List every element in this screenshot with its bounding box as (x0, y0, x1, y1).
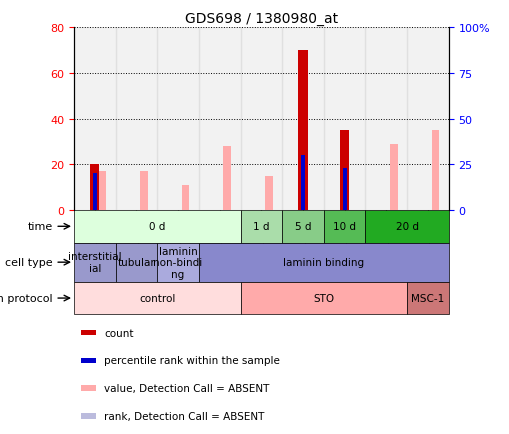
Bar (342, 168, 346, 210)
Bar (240, 28, 281, 210)
Bar (116, 243, 157, 282)
Text: count: count (104, 328, 133, 338)
Bar (365, 210, 448, 243)
Bar (431, 131, 438, 210)
Bar (406, 28, 448, 210)
Title: GDS698 / 1380980_at: GDS698 / 1380980_at (184, 12, 337, 26)
Bar (93, 174, 97, 210)
Bar (140, 172, 148, 210)
Text: growth protocol: growth protocol (0, 293, 53, 303)
Bar (74, 282, 240, 315)
Bar (157, 243, 199, 282)
Text: tubular: tubular (117, 258, 155, 267)
Text: rank, Detection Call = ABSENT: rank, Detection Call = ABSENT (104, 411, 264, 421)
Text: percentile rank within the sample: percentile rank within the sample (104, 355, 279, 365)
Text: 0 d: 0 d (149, 222, 165, 232)
Text: 10 d: 10 d (332, 222, 355, 232)
Bar (90, 165, 99, 210)
Bar (240, 210, 281, 243)
Text: cell type: cell type (6, 258, 53, 267)
Bar (281, 28, 323, 210)
Bar (223, 147, 231, 210)
Bar (298, 51, 307, 210)
Bar (81, 385, 95, 391)
Text: 5 d: 5 d (294, 222, 310, 232)
Bar (74, 210, 240, 243)
Bar (182, 185, 189, 210)
Text: 20 d: 20 d (395, 222, 418, 232)
Bar (389, 145, 397, 210)
Text: time: time (28, 222, 53, 232)
Bar (340, 131, 349, 210)
Bar (240, 282, 406, 315)
Bar (157, 28, 199, 210)
Bar (81, 330, 95, 335)
Text: MSC-1: MSC-1 (411, 293, 444, 303)
Bar (281, 210, 323, 243)
Text: control: control (139, 293, 175, 303)
Text: 1 d: 1 d (252, 222, 269, 232)
Bar (199, 28, 240, 210)
Bar (74, 28, 116, 210)
Bar (81, 413, 95, 418)
Bar (300, 156, 304, 210)
Bar (116, 28, 157, 210)
Text: value, Detection Call = ABSENT: value, Detection Call = ABSENT (104, 383, 269, 393)
Text: interstitial
ial: interstitial ial (68, 252, 121, 273)
Bar (81, 358, 95, 363)
Bar (74, 243, 116, 282)
Text: laminin
non-bindi
ng: laminin non-bindi ng (153, 246, 202, 279)
Bar (323, 210, 365, 243)
Bar (98, 172, 106, 210)
Bar (199, 243, 448, 282)
Bar (323, 28, 365, 210)
Bar (365, 28, 406, 210)
Text: STO: STO (313, 293, 334, 303)
Text: laminin binding: laminin binding (282, 258, 364, 267)
Bar (406, 282, 448, 315)
Bar (265, 176, 272, 210)
